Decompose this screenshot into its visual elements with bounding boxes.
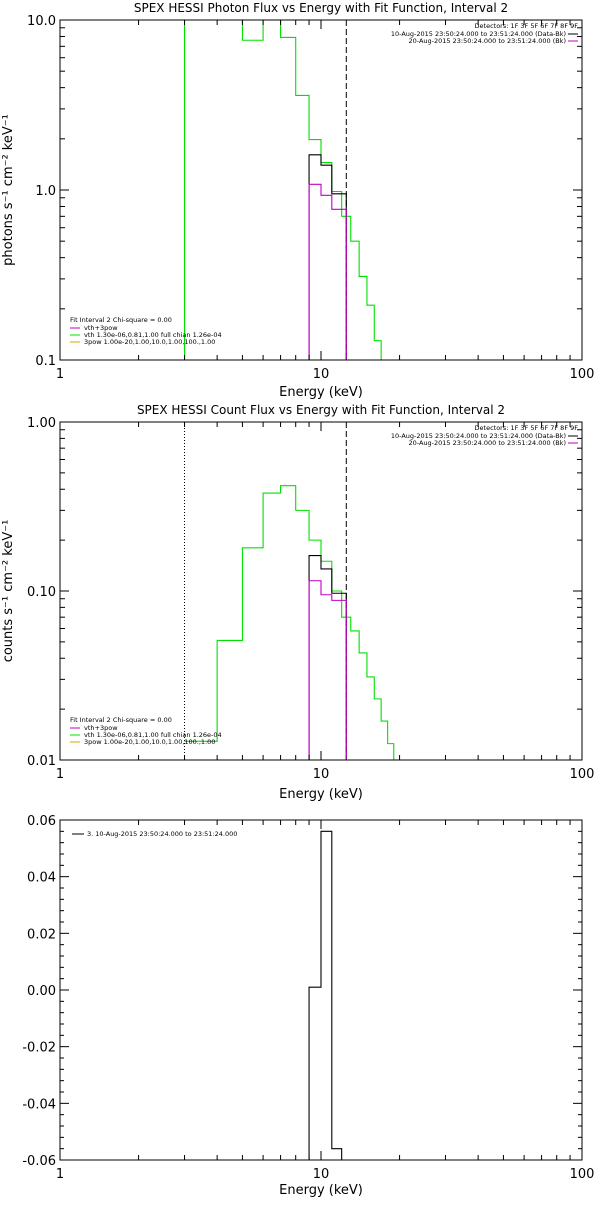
residual-legend-label: 3. 10-Aug-2015 23:50:24.000 to 23:51:24.… — [87, 830, 237, 838]
series-line-1 — [308, 154, 347, 360]
detectors-label: Detectors: 1F 3F 5F 6F 7F 8F 9F — [475, 424, 579, 432]
series-group — [308, 830, 343, 1160]
x-axis-label: Energy (keV) — [279, 787, 363, 802]
right-legend-label: 10-Aug-2015 23:50:24.000 to 23:51:24.000… — [391, 30, 566, 38]
series-line-0 — [308, 830, 343, 1160]
x-tick-label: 1 — [56, 767, 64, 782]
fit-legend-label: vth+3pow — [84, 324, 118, 332]
x-tick-label: 10 — [313, 367, 330, 382]
y-tick-label: 0.04 — [27, 871, 56, 886]
y-tick-label: 0.02 — [27, 927, 56, 942]
y-tick-label: 0.00 — [27, 984, 56, 999]
fit-legend-label: vth+3pow — [84, 724, 118, 732]
x-axis-label: Energy (keV) — [279, 1183, 363, 1198]
series-line-1 — [308, 555, 347, 760]
detectors-label: Detectors: 1F 3F 5F 6F 7F 8F 9F — [475, 22, 579, 30]
x-axis-label: Energy (keV) — [279, 385, 363, 400]
residuals-panel: 1 10 100 -0.06 -0.04 -0.02 0.00 0.02 0.04 0.06 Ene… — [22, 814, 594, 1198]
series-line-0 — [183, 20, 389, 360]
chart-title: SPEX HESSI Photon Flux vs Energy with Fi… — [134, 1, 508, 15]
x-tick-label: 1 — [56, 367, 64, 382]
right-legend-label: 20-Aug-2015 23:50:24.000 to 23:51:24.000… — [409, 439, 566, 447]
y-axis-label: photons s⁻¹ cm⁻² keV⁻¹ — [1, 114, 16, 266]
fit-legend-header: Fit Interval 2 Chi-square = 0.00 — [70, 716, 172, 724]
chart-title: SPEX HESSI Count Flux vs Energy with Fit… — [137, 403, 505, 417]
fit-legend-label: 3pow 1.00e-20,1.00,10.0,1.00,100.,1.00 — [84, 738, 215, 746]
y-axis-label: counts s⁻¹ cm⁻² keV⁻¹ — [1, 520, 16, 663]
series-group — [183, 20, 389, 360]
x-tick-label: 100 — [570, 1167, 595, 1182]
series-group — [184, 485, 395, 760]
x-tick-label: 10 — [313, 1167, 330, 1182]
y-tick-label: 0.06 — [27, 814, 56, 829]
x-tick-label: 100 — [570, 367, 595, 382]
fit-legend-label: vth 1.30e-06,0.81,1.00 full chian 1.26e-… — [84, 731, 222, 739]
y-tick-label: -0.04 — [22, 1097, 56, 1112]
photon-flux-panel: 1 10 100 0.1 1.0 10.0 SPEX HESSI Photon Flux v… — [1, 1, 595, 400]
x-tick-label: 1 — [56, 1167, 64, 1182]
x-tick-label: 100 — [570, 767, 595, 782]
y-tick-label: 0.1 — [35, 354, 56, 369]
y-tick-label: 0.10 — [27, 585, 56, 600]
y-tick-label: 10.0 — [27, 14, 56, 29]
right-legend-label: 20-Aug-2015 23:50:24.000 to 23:51:24.000… — [409, 37, 566, 45]
y-tick-label: 0.01 — [27, 754, 56, 769]
fit-legend-header: Fit Interval 2 Chi-square = 0.00 — [70, 316, 172, 324]
count-flux-panel: 1 10 100 0.01 0.10 1.00 SPEX HESSI Count Flux … — [1, 403, 595, 802]
y-tick-label: 1.0 — [35, 184, 56, 199]
series-line-2 — [308, 183, 347, 360]
y-tick-label: -0.02 — [22, 1041, 56, 1056]
series-line-2 — [308, 580, 347, 760]
right-legend-label: 10-Aug-2015 23:50:24.000 to 23:51:24.000… — [391, 432, 566, 440]
y-tick-label: -0.06 — [22, 1154, 56, 1169]
y-tick-label: 1.00 — [27, 416, 56, 431]
fit-legend-label: vth 1.30e-06,0.81,1.00 full chian 1.26e-… — [84, 331, 222, 339]
fit-legend-label: 3pow 1.00e-20,1.00,10.0,1.00,100.,1.00 — [84, 338, 215, 346]
series-line-0 — [184, 485, 395, 760]
x-tick-label: 10 — [313, 767, 330, 782]
